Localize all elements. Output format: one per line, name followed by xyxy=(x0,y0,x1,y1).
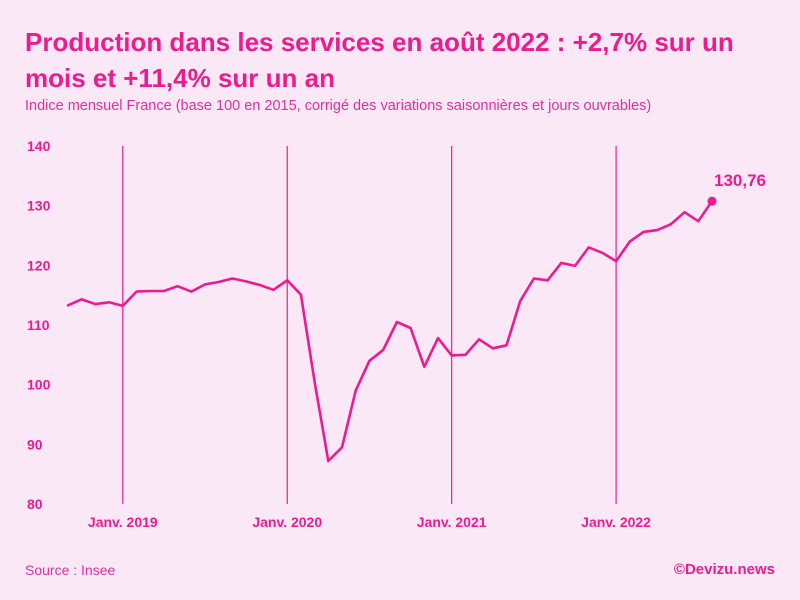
y-tick-label: 120 xyxy=(27,257,51,273)
credit-logo: ©Devizu.news xyxy=(673,561,775,578)
x-tick-label: Janv. 2021 xyxy=(417,514,487,530)
last-point-marker xyxy=(707,196,717,206)
y-tick-label: 130 xyxy=(27,198,51,214)
series-line xyxy=(66,199,714,463)
x-tick-label: Janv. 2020 xyxy=(252,514,322,530)
x-axis: Janv. 2019 Janv. 2020 Janv. 2021 Janv. 2022 xyxy=(88,514,651,530)
y-tick-label: 100 xyxy=(27,377,51,393)
y-tick-label: 90 xyxy=(27,436,43,452)
source-note: Source : Insee xyxy=(25,562,116,578)
y-tick-label: 110 xyxy=(27,317,50,333)
chart-title: Production dans les services en août 202… xyxy=(25,27,734,93)
series-group: 130,76 xyxy=(66,171,766,463)
year-separator-lines xyxy=(122,146,617,504)
y-axis: 80 90 100 110 120 130 140 xyxy=(27,138,51,512)
y-tick-label: 140 xyxy=(27,138,51,154)
x-tick-label: Janv. 2022 xyxy=(581,514,651,530)
y-tick-label: 80 xyxy=(27,496,43,512)
last-value-label: 130,76 xyxy=(714,171,766,190)
x-tick-label: Janv. 2019 xyxy=(88,514,158,530)
chart-subtitle: Indice mensuel France (base 100 en 2015,… xyxy=(25,98,652,114)
